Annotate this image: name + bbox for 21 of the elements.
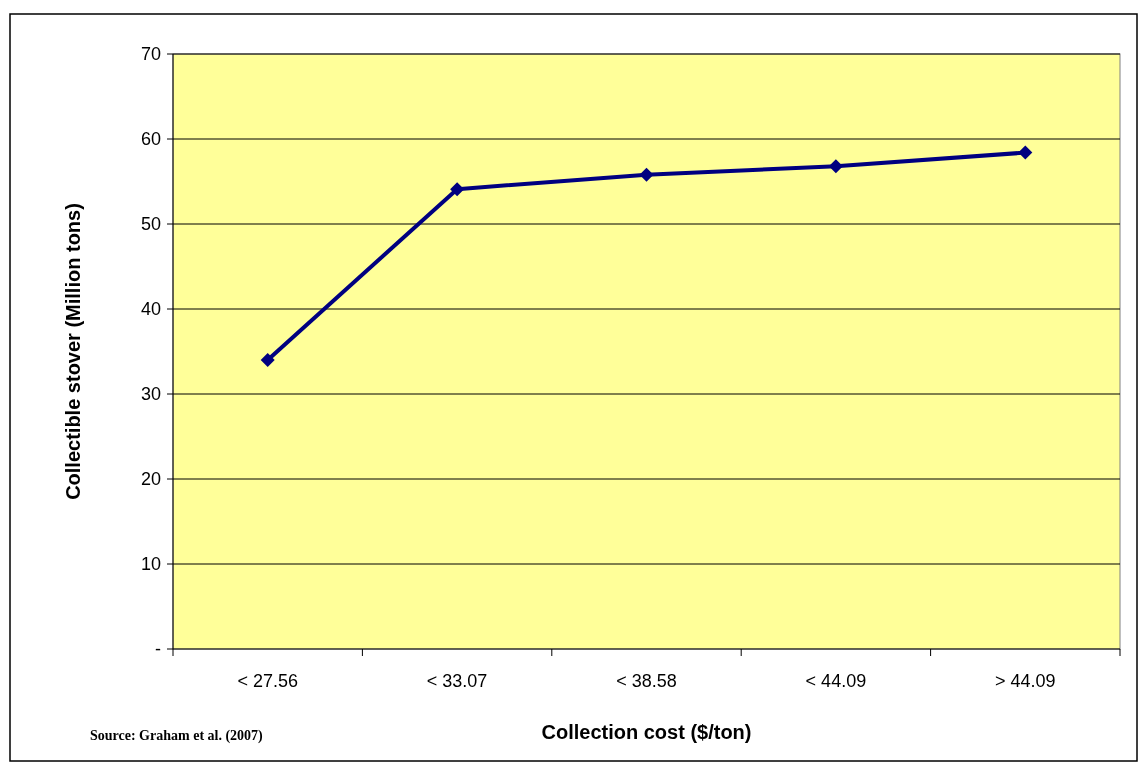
y-tick-label: 40 [140, 299, 161, 320]
y-axis-title: Collectible stover (Million tons) [62, 203, 84, 500]
y-tick-label: 30 [140, 384, 161, 405]
x-tick-label: < 33.07 [426, 671, 488, 691]
point [450, 182, 465, 197]
x-tick-label: > 44.09 [995, 671, 1056, 691]
point [828, 159, 843, 174]
x-axis-title: Collection cost ($/ton) [541, 721, 752, 743]
x-tick-label: < 27.56 [237, 671, 298, 691]
x-tick-label: < 38.58 [616, 671, 677, 691]
y-tick-label: 20 [140, 469, 161, 490]
x-tick-label: < 44.09 [805, 671, 867, 691]
point [639, 167, 654, 182]
y-tick-label: 70 [140, 44, 161, 65]
y-tick-label: 60 [140, 129, 161, 150]
point [260, 353, 275, 367]
y-tick-label: 50 [140, 214, 161, 235]
source-note: Source: Graham et al. (2007) [90, 728, 264, 744]
point [1018, 145, 1033, 160]
y-tick-label: 10 [140, 554, 161, 575]
y-tick-label: - [155, 639, 161, 660]
